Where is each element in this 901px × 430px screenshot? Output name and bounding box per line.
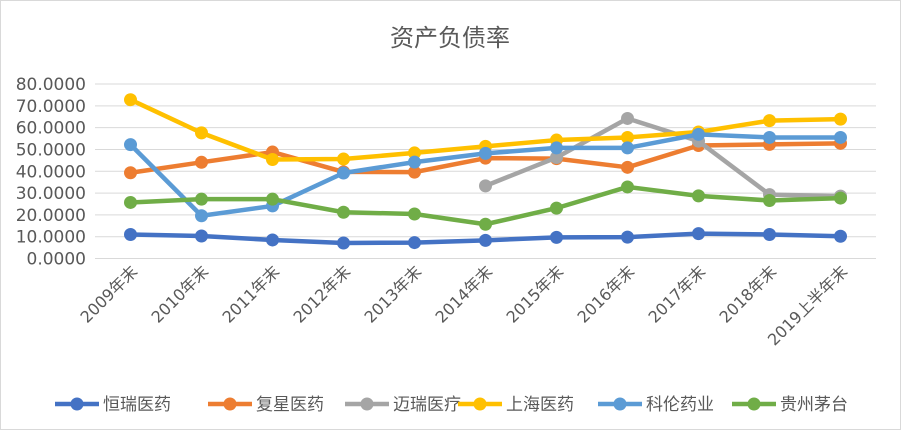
- y-tick-label: 30.0000: [16, 184, 86, 204]
- data-point: [479, 146, 492, 160]
- data-point: [408, 236, 421, 250]
- data-point: [124, 228, 137, 242]
- x-tick-label: 2018年末: [715, 262, 780, 327]
- legend-item: 贵州茅台: [732, 395, 848, 415]
- series-贵州茅台: [124, 180, 847, 231]
- data-point: [550, 141, 563, 155]
- data-point: [479, 217, 492, 231]
- x-tick-label: 2017年末: [644, 262, 709, 327]
- data-point: [337, 205, 350, 219]
- data-point: [124, 93, 137, 107]
- data-point: [550, 151, 563, 165]
- y-tick-label: 70.0000: [16, 97, 86, 117]
- data-point: [550, 201, 563, 215]
- series-恒瑞医药: [124, 227, 847, 250]
- data-point: [124, 195, 137, 209]
- legend-label: 恒瑞医药: [103, 395, 171, 415]
- data-point: [621, 230, 634, 244]
- legend-item: 上海医药: [458, 395, 574, 415]
- data-point: [195, 126, 208, 140]
- legend-marker: [613, 397, 627, 411]
- data-point: [408, 146, 421, 160]
- data-point: [195, 209, 208, 223]
- data-point: [337, 236, 350, 250]
- legend-marker: [747, 397, 761, 411]
- data-point: [337, 166, 350, 180]
- x-tick-label: 2011年末: [218, 262, 283, 327]
- data-point: [408, 165, 421, 179]
- y-tick-label: 60.0000: [16, 119, 86, 139]
- x-tick-label: 2014年末: [431, 262, 496, 327]
- x-tick-label: 2010年末: [147, 262, 212, 327]
- legend-marker: [223, 397, 237, 411]
- data-point: [337, 152, 350, 166]
- data-point: [621, 180, 634, 194]
- data-point: [195, 229, 208, 243]
- legend-marker: [70, 397, 84, 411]
- legend-marker: [473, 397, 487, 411]
- data-point: [266, 233, 279, 247]
- data-point: [408, 207, 421, 221]
- data-point: [692, 227, 705, 241]
- data-point: [763, 114, 776, 128]
- y-tick-label: 80.0000: [16, 75, 86, 95]
- data-point: [834, 191, 847, 205]
- legend-marker: [360, 397, 374, 411]
- x-tick-label: 2009年末: [76, 262, 141, 327]
- data-point: [621, 130, 634, 144]
- data-point: [124, 166, 137, 180]
- chart-title: 资产负债率: [390, 24, 510, 52]
- legend-label: 科伦药业: [646, 395, 714, 415]
- data-point: [266, 192, 279, 206]
- data-point: [621, 111, 634, 125]
- data-point: [763, 228, 776, 242]
- y-tick-label: 10.0000: [16, 228, 86, 248]
- x-tick-label: 2013年末: [360, 262, 425, 327]
- data-point: [479, 233, 492, 247]
- y-tick-label: 50.0000: [16, 140, 86, 160]
- y-tick-label: 20.0000: [16, 206, 86, 226]
- legend-item: 恒瑞医药: [55, 395, 171, 415]
- data-point: [408, 155, 421, 169]
- legend-item: 科伦药业: [598, 395, 714, 415]
- data-point: [692, 127, 705, 141]
- data-point: [763, 130, 776, 144]
- series-line: [484, 116, 841, 199]
- data-point: [692, 189, 705, 203]
- x-tick-label: 2015年末: [502, 262, 567, 327]
- y-tick-label: 0.0000: [27, 250, 86, 270]
- x-tick-label: 2016年末: [573, 262, 638, 327]
- data-point: [195, 192, 208, 206]
- data-point: [834, 130, 847, 144]
- legend-label: 复星医药: [256, 395, 324, 415]
- legend-label: 上海医药: [506, 395, 574, 415]
- data-point: [834, 229, 847, 243]
- data-point: [834, 112, 847, 126]
- legend-label: 贵州茅台: [780, 395, 848, 415]
- data-point: [479, 179, 492, 193]
- data-point: [124, 138, 137, 152]
- data-point: [550, 230, 563, 244]
- x-tick-label: 2012年末: [289, 262, 354, 327]
- data-point: [621, 160, 634, 174]
- series-上海医药: [124, 93, 847, 166]
- data-point: [621, 141, 634, 155]
- data-point: [266, 152, 279, 166]
- legend-label: 迈瑞医疗: [393, 395, 461, 415]
- legend-item: 复星医药: [208, 395, 324, 415]
- legend-item: 迈瑞医疗: [345, 395, 461, 415]
- data-point: [763, 193, 776, 207]
- y-tick-label: 40.0000: [16, 162, 86, 182]
- data-point: [195, 155, 208, 169]
